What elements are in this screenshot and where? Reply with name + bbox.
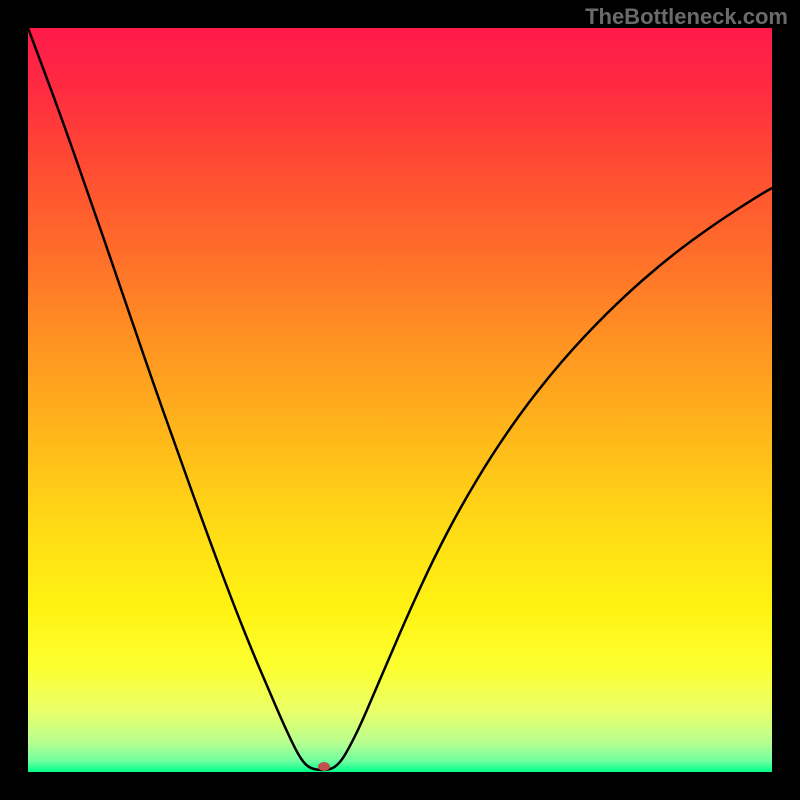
minimum-marker [318,762,330,771]
watermark-text: TheBottleneck.com [585,4,788,30]
chart-container [28,28,772,772]
bottleneck-curve [28,28,772,772]
